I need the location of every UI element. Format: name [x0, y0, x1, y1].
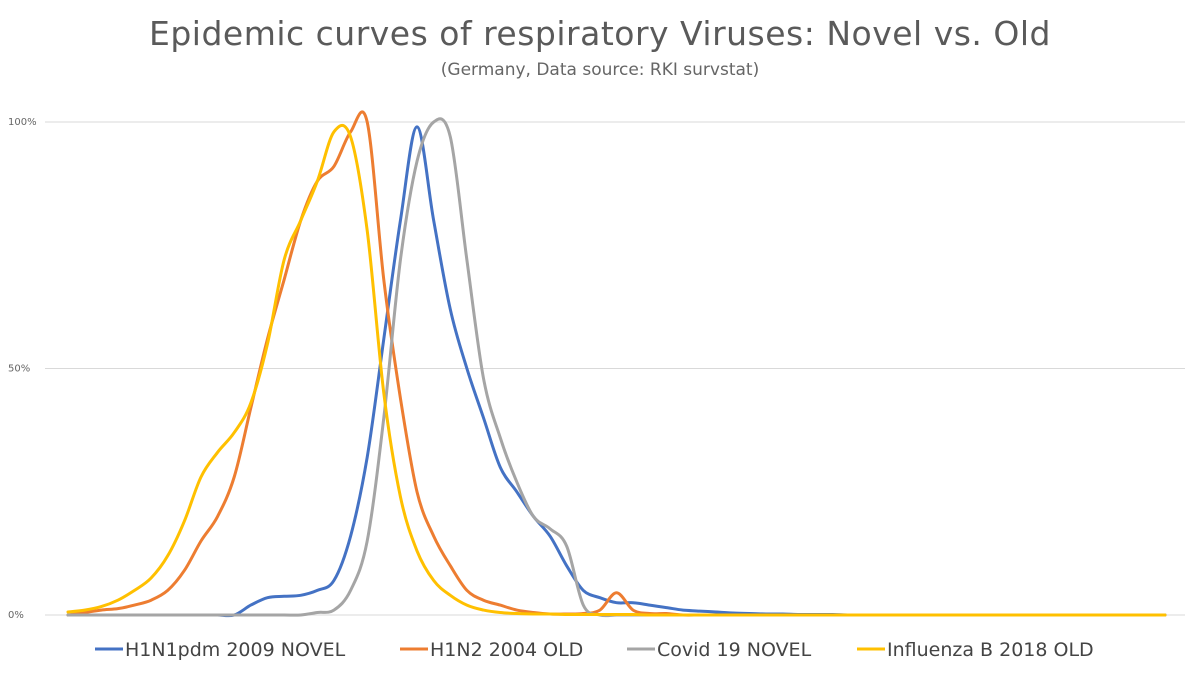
- legend-label-1: H1N1pdm 2009 NOVEL: [125, 639, 346, 661]
- series-line-2: [66, 110, 1167, 617]
- series-line-1: [66, 125, 1167, 618]
- legend-label-4: Influenza B 2018 OLD: [887, 639, 1094, 661]
- series-line-4: [66, 123, 1167, 617]
- y-tick-label: 0%: [8, 610, 24, 621]
- legend-label-2: H1N2 2004 OLD: [430, 639, 583, 661]
- y-tick-label: 100%: [8, 117, 37, 128]
- chart-title: Epidemic curves of respiratory Viruses: …: [148, 14, 1051, 53]
- legend-label-3: Covid 19 NOVEL: [657, 639, 812, 661]
- series-line-3: [66, 117, 1167, 618]
- y-tick-label: 50%: [8, 364, 30, 375]
- chart-subtitle: (Germany, Data source: RKI survstat): [440, 60, 760, 80]
